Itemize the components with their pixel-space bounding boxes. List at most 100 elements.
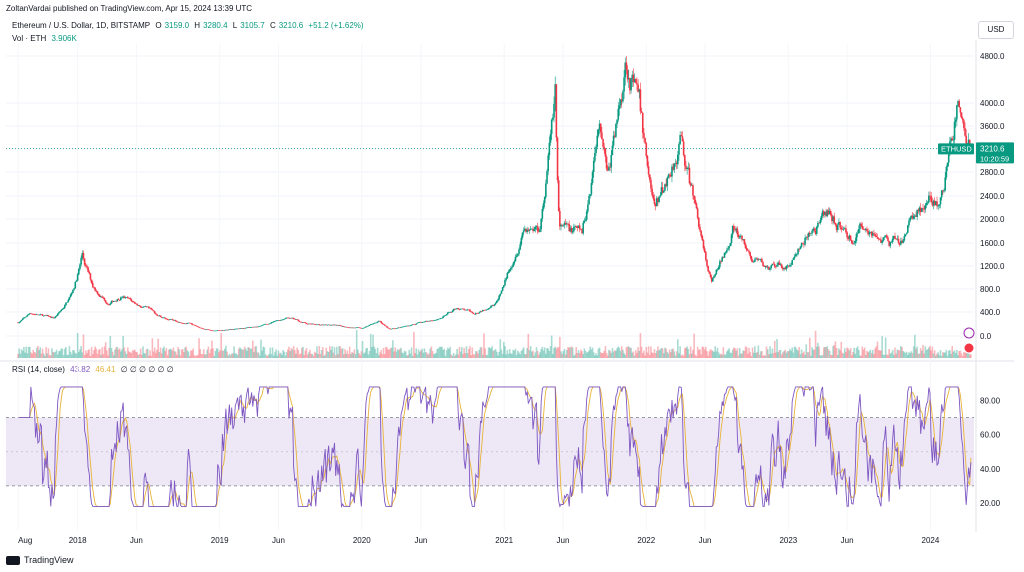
volume-bar — [285, 352, 288, 358]
volume-bar — [418, 351, 421, 358]
volume-bar — [786, 351, 789, 358]
candle-body — [490, 305, 492, 308]
volume-bar — [197, 354, 199, 358]
candle-body — [791, 260, 794, 265]
volume-bar — [841, 352, 844, 358]
candle-body — [783, 267, 785, 270]
candle-body — [589, 194, 592, 196]
volume-bar — [775, 352, 777, 358]
volume-bar — [695, 355, 698, 358]
volume-bar — [474, 351, 477, 358]
volume-bar — [423, 348, 426, 358]
candle-body — [592, 160, 595, 173]
candle-body — [153, 311, 156, 314]
volume-bar — [163, 346, 165, 358]
candle-body — [879, 238, 881, 240]
volume-bar — [819, 355, 822, 358]
volume-bar — [868, 351, 871, 358]
candle-body — [706, 259, 708, 266]
volume-bar — [143, 352, 145, 358]
candle-body — [639, 89, 642, 112]
volume-bar — [208, 353, 211, 358]
candle-body — [510, 267, 512, 270]
volume-bar — [811, 347, 813, 358]
candle-body — [520, 237, 523, 245]
volume-bar — [629, 347, 631, 358]
volume-bar — [268, 353, 270, 358]
candle-body — [545, 183, 547, 198]
candle-body — [500, 290, 503, 294]
volume-bar — [839, 350, 841, 358]
volume-bar — [223, 348, 226, 358]
candle-body — [748, 250, 750, 253]
candle-body — [75, 280, 78, 282]
candle-body — [93, 286, 95, 288]
volume-bar — [693, 333, 695, 358]
volume-bar — [124, 351, 127, 358]
volume-bar — [77, 351, 80, 358]
volume-bar — [641, 353, 644, 358]
volume-bar — [87, 350, 89, 358]
candle-body — [810, 233, 812, 234]
time-tick-label: 2019 — [211, 536, 229, 545]
volume-bar — [389, 348, 392, 358]
volume-bar — [677, 339, 679, 358]
candle-body — [832, 216, 834, 222]
volume-bar — [213, 355, 216, 358]
candle-body — [778, 262, 781, 265]
candle-body — [462, 308, 464, 310]
volume-bar — [305, 348, 308, 358]
volume-bar — [24, 352, 26, 358]
candle-body — [68, 297, 71, 300]
candle-body — [233, 329, 235, 330]
rsi-ma-value: 46.41 — [95, 365, 116, 374]
volume-bar — [376, 347, 379, 358]
candle-body — [599, 123, 602, 133]
volume-bar — [420, 350, 422, 358]
volume-bar — [228, 353, 231, 358]
volume-bar — [109, 335, 112, 358]
volume-bar — [333, 347, 336, 358]
volume-bar — [312, 355, 315, 358]
candle-body — [650, 179, 652, 189]
tradingview-footer[interactable]: TradingView — [6, 555, 74, 565]
volume-bar — [707, 355, 709, 358]
price-tick-label: 1600.0 — [980, 239, 1005, 248]
volume-label[interactable]: Vol · ETH — [12, 34, 47, 43]
volume-bar — [234, 353, 237, 358]
volume-bar — [239, 347, 241, 358]
volume-bar — [103, 346, 106, 358]
volume-bar — [88, 349, 91, 358]
volume-bar — [18, 348, 21, 358]
candle-body — [186, 323, 189, 324]
volume-bar — [742, 350, 744, 358]
volume-bar — [859, 355, 861, 358]
volume-bar — [358, 353, 360, 358]
currency-button[interactable]: USD — [978, 21, 1014, 39]
symbol-name[interactable]: Ethereum / U.S. Dollar, 1D, BITSTAMP — [12, 21, 151, 30]
volume-bar — [429, 348, 432, 358]
candle-body — [478, 312, 481, 314]
candle-body — [546, 171, 548, 184]
rsi-label[interactable]: RSI (14, close) — [12, 365, 65, 374]
volume-bar — [768, 354, 770, 358]
price-tick-label: 400.0 — [980, 308, 1001, 317]
volume-bar — [121, 349, 123, 358]
candle-body — [260, 325, 262, 327]
volume-bar — [123, 347, 126, 358]
volume-bar — [295, 353, 297, 358]
candle-body — [190, 322, 192, 324]
volume-bar — [737, 355, 740, 358]
candle-body — [710, 276, 713, 282]
candle-body — [319, 324, 322, 326]
volume-bar — [395, 351, 398, 358]
candle-body — [890, 242, 893, 243]
price-tag: ETHUSD 3210.610:20:59 — [938, 142, 1014, 354]
candle-body — [60, 309, 63, 312]
volume-bar — [968, 354, 971, 358]
time-tick-label: 2024 — [922, 536, 940, 545]
volume-bar — [536, 350, 539, 358]
candle-body — [295, 319, 297, 320]
volume-bar — [361, 340, 364, 358]
